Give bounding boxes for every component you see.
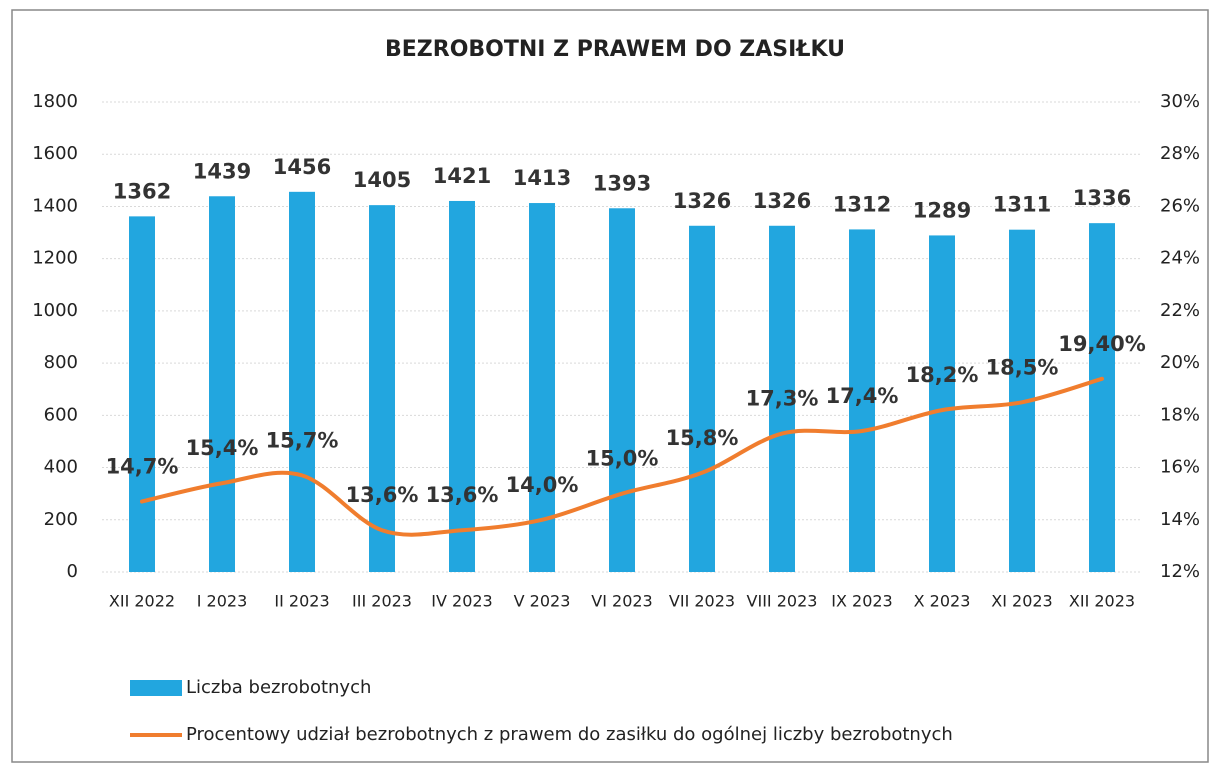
line-value-label: 18,2% bbox=[906, 363, 979, 387]
line-value-label: 17,4% bbox=[826, 384, 899, 408]
y-tick-label: 1600 bbox=[32, 143, 78, 164]
line-value-label: 13,6% bbox=[426, 483, 499, 507]
bar bbox=[929, 235, 955, 572]
x-tick-label: II 2023 bbox=[274, 592, 329, 611]
line-value-label: 13,6% bbox=[346, 483, 419, 507]
y-tick-label: 1400 bbox=[32, 195, 78, 216]
bar-value-label: 1311 bbox=[993, 193, 1051, 217]
y2-tick-label: 22% bbox=[1160, 300, 1200, 321]
bar-value-label: 1456 bbox=[273, 155, 331, 179]
x-tick-label: VIII 2023 bbox=[747, 592, 818, 611]
bar bbox=[369, 205, 395, 572]
y2-tick-label: 28% bbox=[1160, 143, 1200, 164]
bar bbox=[529, 203, 555, 573]
bar bbox=[209, 196, 235, 572]
line-value-label: 15,8% bbox=[666, 426, 739, 450]
bar-value-label: 1421 bbox=[433, 164, 491, 188]
y-tick-label: 800 bbox=[44, 352, 78, 373]
line-value-label: 18,5% bbox=[986, 355, 1059, 379]
line-value-label: 15,0% bbox=[586, 447, 659, 471]
x-tick-label: III 2023 bbox=[352, 592, 412, 611]
y-tick-label: 600 bbox=[44, 404, 78, 425]
bar bbox=[689, 225, 715, 572]
y-tick-label: 1200 bbox=[32, 248, 78, 269]
line-value-label: 15,7% bbox=[266, 428, 339, 452]
x-tick-label: VII 2023 bbox=[669, 592, 735, 611]
x-tick-label: IX 2023 bbox=[831, 592, 892, 611]
bar-value-label: 1312 bbox=[833, 192, 891, 216]
y2-tick-label: 14% bbox=[1160, 509, 1200, 530]
y-tick-label: 0 bbox=[67, 561, 78, 582]
y-tick-label: 1000 bbox=[32, 300, 78, 321]
bar bbox=[609, 208, 635, 572]
x-tick-label: I 2023 bbox=[197, 592, 248, 611]
bar-value-label: 1413 bbox=[513, 166, 571, 190]
bar bbox=[849, 229, 875, 572]
y-tick-label: 1800 bbox=[32, 91, 78, 112]
line-value-label: 14,0% bbox=[506, 473, 579, 497]
x-tick-label: V 2023 bbox=[514, 592, 571, 611]
x-tick-label: VI 2023 bbox=[591, 592, 652, 611]
y2-tick-label: 18% bbox=[1160, 404, 1200, 425]
x-tick-label: XI 2023 bbox=[991, 592, 1052, 611]
x-tick-label: X 2023 bbox=[914, 592, 971, 611]
y2-tick-label: 20% bbox=[1160, 352, 1200, 373]
y2-tick-label: 12% bbox=[1160, 561, 1200, 582]
y-tick-label: 200 bbox=[44, 509, 78, 530]
y2-tick-label: 30% bbox=[1160, 91, 1200, 112]
line-value-label: 15,4% bbox=[186, 436, 259, 460]
legend-swatch bbox=[130, 680, 182, 696]
bar-value-label: 1439 bbox=[193, 159, 251, 183]
bar-value-label: 1326 bbox=[753, 189, 811, 213]
bar bbox=[129, 216, 155, 572]
bar-value-label: 1326 bbox=[673, 189, 731, 213]
bar-value-label: 1405 bbox=[353, 168, 411, 192]
x-tick-label: XII 2023 bbox=[1069, 592, 1135, 611]
legend-label: Procentowy udział bezrobotnych z prawem … bbox=[186, 724, 953, 745]
chart-title: BEZROBOTNI Z PRAWEM DO ZASIŁKU bbox=[385, 37, 845, 62]
bar bbox=[449, 200, 475, 572]
y2-tick-label: 26% bbox=[1160, 195, 1200, 216]
line-value-label: 14,7% bbox=[106, 455, 179, 479]
bar-value-label: 1393 bbox=[593, 171, 651, 195]
bar-value-label: 1289 bbox=[913, 198, 971, 222]
line-value-label: 19,40% bbox=[1058, 332, 1145, 356]
legend-label: Liczba bezrobotnych bbox=[186, 677, 371, 698]
y2-tick-label: 24% bbox=[1160, 248, 1200, 269]
bar-value-label: 1336 bbox=[1073, 186, 1131, 210]
bar bbox=[289, 191, 315, 573]
x-tick-label: IV 2023 bbox=[431, 592, 492, 611]
x-tick-label: XII 2022 bbox=[109, 592, 175, 611]
line bbox=[140, 376, 1104, 537]
y-tick-label: 400 bbox=[44, 457, 78, 478]
bar bbox=[769, 225, 795, 572]
line-value-label: 17,3% bbox=[746, 387, 819, 411]
y2-tick-label: 16% bbox=[1160, 457, 1200, 478]
bar bbox=[1089, 223, 1115, 572]
bar-value-label: 1362 bbox=[113, 179, 171, 203]
